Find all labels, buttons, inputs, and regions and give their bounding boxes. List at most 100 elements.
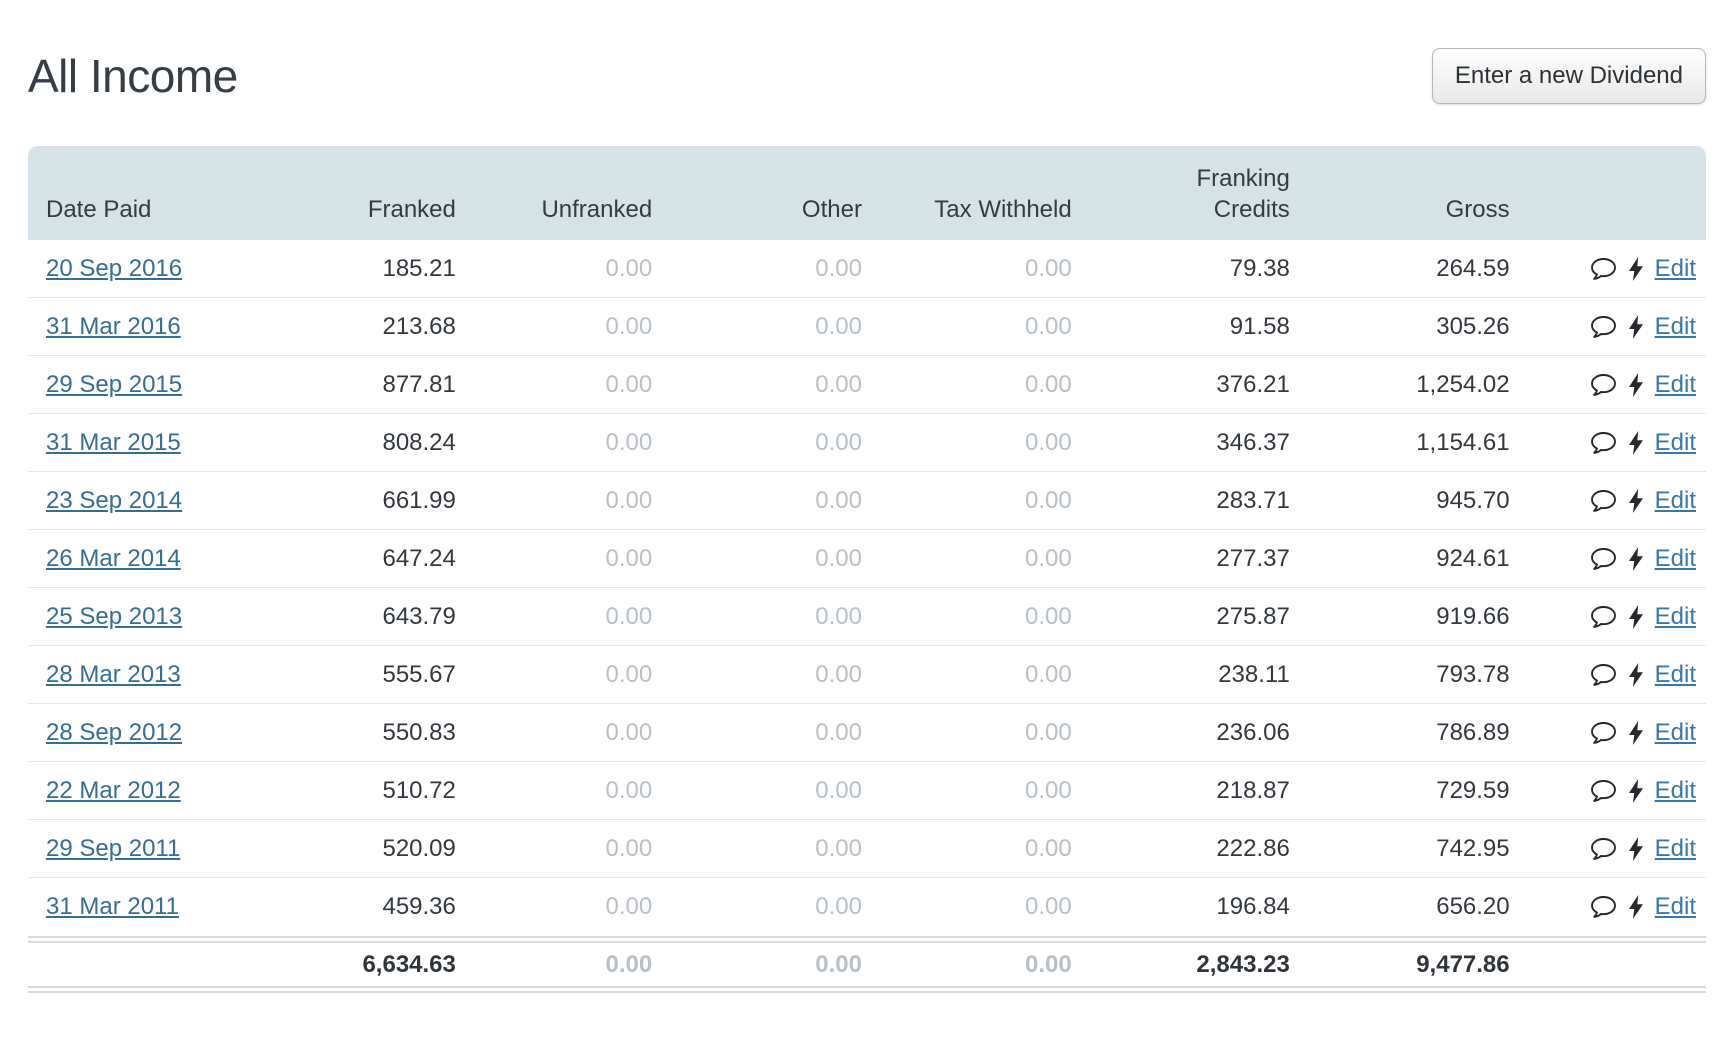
col-header-other: Other — [652, 146, 862, 240]
lightning-icon[interactable] — [1628, 834, 1643, 861]
col-header-tax-withheld: Tax Withheld — [861, 146, 1072, 240]
gross-value: 786.89 — [1289, 704, 1510, 762]
income-table-row: 28 Mar 2013 555.67 0.00 0.00 0.00 238.11… — [28, 646, 1706, 704]
unfranked-value: 0.00 — [455, 356, 653, 414]
lightning-icon[interactable] — [1628, 486, 1643, 513]
franked-value: 647.24 — [262, 530, 456, 588]
franking-credits-value: 346.37 — [1071, 414, 1290, 472]
total-other: 0.00 — [652, 936, 862, 993]
totals-empty-cell — [28, 936, 263, 993]
date-paid-link[interactable]: 29 Sep 2015 — [46, 370, 183, 398]
lightning-icon[interactable] — [1628, 602, 1643, 629]
lightning-icon[interactable] — [1628, 312, 1643, 339]
comment-icon[interactable] — [1589, 660, 1617, 687]
comment-icon[interactable] — [1589, 544, 1617, 571]
col-header-gross: Gross — [1289, 146, 1510, 240]
franking-credits-value: 91.58 — [1071, 298, 1290, 356]
date-paid-link[interactable]: 22 Mar 2012 — [46, 776, 181, 804]
franked-value: 808.24 — [262, 414, 456, 472]
income-table-row: 29 Sep 2011 520.09 0.00 0.00 0.00 222.86… — [28, 820, 1706, 878]
edit-link[interactable]: Edit — [1654, 544, 1696, 572]
franked-value: 510.72 — [262, 762, 456, 820]
date-paid-link[interactable]: 31 Mar 2015 — [46, 428, 181, 456]
date-paid-link[interactable]: 25 Sep 2013 — [46, 602, 183, 630]
date-paid-link[interactable]: 23 Sep 2014 — [46, 486, 183, 514]
comment-icon[interactable] — [1589, 718, 1617, 745]
gross-value: 656.20 — [1436, 893, 1510, 920]
gross-value: 1,254.02 — [1289, 356, 1510, 414]
income-table-body: 20 Sep 2016 185.21 0.00 0.00 0.00 79.38 … — [28, 240, 1706, 936]
edit-link[interactable]: Edit — [1654, 660, 1696, 688]
comment-icon[interactable] — [1589, 254, 1617, 281]
income-table-row: 29 Sep 2015 877.81 0.00 0.00 0.00 376.21… — [28, 356, 1706, 414]
edit-link[interactable]: Edit — [1654, 486, 1696, 514]
unfranked-value: 0.00 — [455, 414, 653, 472]
gross-value: 742.95 — [1289, 820, 1510, 878]
comment-icon[interactable] — [1589, 834, 1617, 861]
totals-actions-empty — [1509, 936, 1706, 993]
total-unfranked: 0.00 — [455, 936, 653, 993]
franking-credits-value: 222.86 — [1071, 820, 1290, 878]
comment-icon[interactable] — [1589, 602, 1617, 629]
edit-link[interactable]: Edit — [1654, 370, 1696, 398]
gross-value: 305.26 — [1289, 298, 1510, 356]
date-paid-link[interactable]: 31 Mar 2016 — [46, 312, 181, 340]
tax-withheld-value: 0.00 — [861, 240, 1072, 298]
income-table-header: Date Paid Franked Unfranked Other Tax Wi… — [28, 146, 1706, 240]
lightning-icon[interactable] — [1628, 718, 1643, 745]
date-paid-link[interactable]: 28 Sep 2012 — [46, 718, 183, 746]
enter-new-dividend-button[interactable]: Enter a new Dividend — [1431, 48, 1706, 104]
franked-value: 877.81 — [262, 356, 456, 414]
tax-withheld-value: 0.00 — [1024, 893, 1072, 920]
edit-link[interactable]: Edit — [1654, 776, 1696, 804]
comment-icon[interactable] — [1589, 312, 1617, 339]
lightning-icon[interactable] — [1628, 660, 1643, 687]
total-tax-withheld: 0.00 — [861, 936, 1072, 993]
lightning-icon[interactable] — [1628, 893, 1643, 920]
unfranked-value: 0.00 — [455, 472, 653, 530]
date-paid-link[interactable]: 29 Sep 2011 — [46, 834, 181, 862]
edit-link[interactable]: Edit — [1654, 602, 1696, 630]
all-income-page: All Income Enter a new Dividend Date Pai… — [28, 0, 1706, 993]
edit-link[interactable]: Edit — [1654, 312, 1696, 340]
col-header-unfranked: Unfranked — [455, 146, 653, 240]
gross-value: 729.59 — [1289, 762, 1510, 820]
total-franking-credits: 2,843.23 — [1071, 936, 1290, 993]
edit-link[interactable]: Edit — [1654, 718, 1696, 746]
unfranked-value: 0.00 — [455, 530, 653, 588]
lightning-icon[interactable] — [1628, 254, 1643, 281]
gross-value: 919.66 — [1289, 588, 1510, 646]
income-table-row: 31 Mar 2015 808.24 0.00 0.00 0.00 346.37… — [28, 414, 1706, 472]
comment-icon[interactable] — [1589, 893, 1617, 920]
comment-icon[interactable] — [1589, 776, 1617, 803]
edit-link[interactable]: Edit — [1654, 834, 1696, 862]
page-title: All Income — [28, 50, 238, 102]
lightning-icon[interactable] — [1628, 370, 1643, 397]
franking-credits-value: 238.11 — [1071, 646, 1290, 704]
lightning-icon[interactable] — [1628, 544, 1643, 571]
other-value: 0.00 — [652, 356, 862, 414]
comment-icon[interactable] — [1589, 428, 1617, 455]
unfranked-value: 0.00 — [455, 588, 653, 646]
comment-icon[interactable] — [1589, 370, 1617, 397]
other-value: 0.00 — [652, 298, 862, 356]
other-value: 0.00 — [652, 588, 862, 646]
franking-credits-value: 196.84 — [1216, 893, 1290, 920]
income-table-row: 31 Mar 2016 213.68 0.00 0.00 0.00 91.58 … — [28, 298, 1706, 356]
date-paid-link[interactable]: 31 Mar 2011 — [46, 893, 179, 920]
unfranked-value: 0.00 — [455, 646, 653, 704]
date-paid-link[interactable]: 20 Sep 2016 — [46, 254, 183, 282]
page-header: All Income Enter a new Dividend — [28, 0, 1706, 104]
tax-withheld-value: 0.00 — [861, 646, 1072, 704]
date-paid-link[interactable]: 28 Mar 2013 — [46, 660, 181, 688]
edit-link[interactable]: Edit — [1654, 254, 1696, 282]
other-value: 0.00 — [652, 762, 862, 820]
lightning-icon[interactable] — [1628, 776, 1643, 803]
edit-link[interactable]: Edit — [1654, 893, 1696, 921]
lightning-icon[interactable] — [1628, 428, 1643, 455]
income-table-row: 22 Mar 2012 510.72 0.00 0.00 0.00 218.87… — [28, 762, 1706, 820]
date-paid-link[interactable]: 26 Mar 2014 — [46, 544, 181, 572]
comment-icon[interactable] — [1589, 486, 1617, 513]
income-table-row: 28 Sep 2012 550.83 0.00 0.00 0.00 236.06… — [28, 704, 1706, 762]
edit-link[interactable]: Edit — [1654, 428, 1696, 456]
